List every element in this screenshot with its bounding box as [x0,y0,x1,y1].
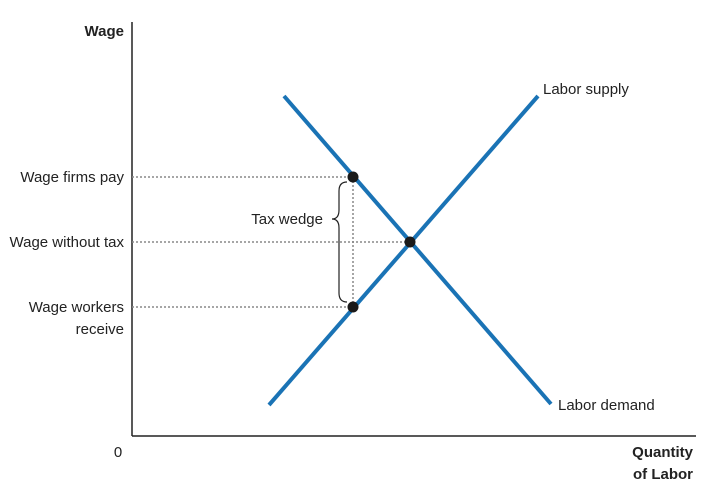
wage-firms-pay-label: Wage firms pay [20,169,124,186]
labor-supply-curve [267,94,540,407]
labor-demand-curve [282,94,553,406]
point-wage-firms-pay [347,171,359,183]
labor-supply-label: Labor supply [543,81,629,98]
wage-workers-receive-label-line2: receive [76,321,124,338]
tax-wedge-brace [331,181,348,303]
y-axis-label: Wage [85,23,124,40]
origin-label: 0 [114,444,122,461]
wage-without-tax-label: Wage without tax [10,234,125,251]
x-axis-label-line1: Quantity [632,444,693,461]
tax-wedge-label: Tax wedge [251,211,323,228]
labor-demand-label: Labor demand [558,397,655,414]
x-axis-label-line2: of Labor [633,466,693,483]
point-wage-workers-receive [347,301,359,313]
wage-workers-receive-label-line1: Wage workers [29,299,124,316]
point-equilibrium [404,236,416,248]
